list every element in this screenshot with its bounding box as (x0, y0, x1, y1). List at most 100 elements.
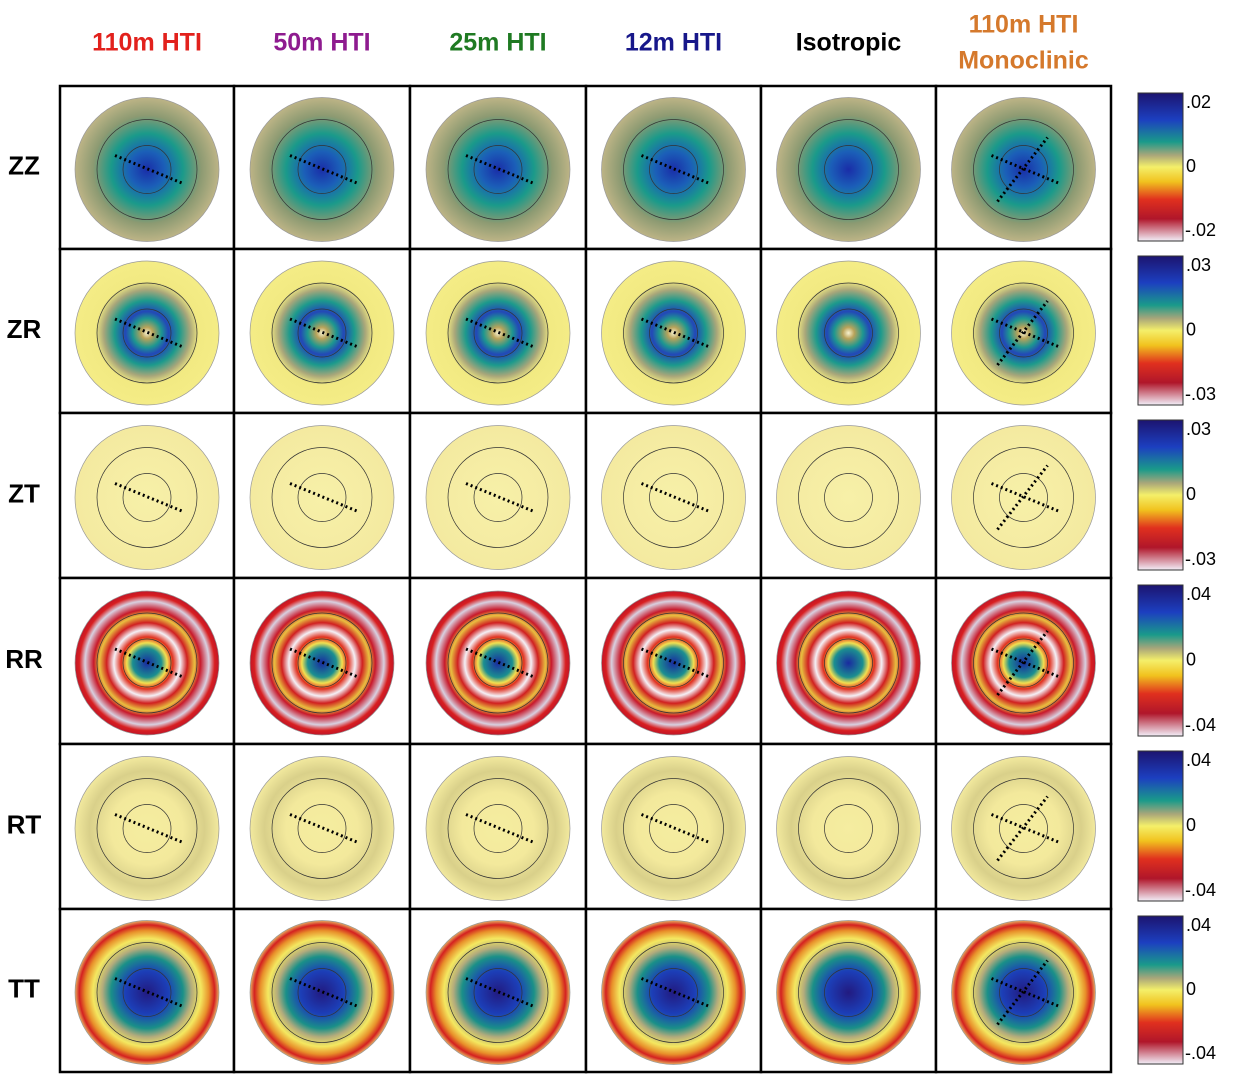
profile-line (289, 813, 359, 844)
contour (973, 942, 1074, 1043)
panel (232, 411, 412, 580)
contour (798, 282, 899, 384)
profile-line (465, 977, 535, 1008)
profile-line (465, 813, 535, 844)
contour (271, 282, 373, 384)
wavefield-disc (776, 97, 921, 242)
contour (96, 447, 198, 548)
colorbar-tick-label: -.04 (1185, 715, 1216, 735)
contour (473, 145, 523, 194)
profile-line (465, 154, 535, 185)
wavefield-disc (601, 756, 746, 901)
panel (934, 411, 1113, 580)
panel (584, 742, 763, 911)
contour (973, 778, 1074, 879)
contour (623, 942, 724, 1043)
column-header: 110m HTI (92, 29, 202, 57)
wavefield-disc (74, 260, 220, 406)
contour (824, 145, 873, 194)
profile-line (990, 647, 1061, 679)
wavefield-disc (776, 756, 921, 901)
contour (122, 968, 172, 1017)
contour (798, 942, 899, 1043)
colorbar (1137, 584, 1184, 737)
profile-line (990, 317, 1061, 349)
contour (473, 804, 523, 853)
contour (447, 119, 549, 220)
panel (232, 907, 412, 1074)
profile-line (996, 136, 1049, 203)
contour (122, 473, 172, 522)
panel (584, 576, 763, 746)
profile-line (640, 317, 711, 349)
colorbar-tick-label: -.03 (1185, 549, 1216, 569)
profile-line (114, 647, 184, 679)
panel (58, 742, 236, 911)
colorbar-tick-label: .02 (1186, 92, 1211, 112)
column-header: 110m HTI (969, 11, 1079, 39)
wavefield-disc (776, 590, 921, 736)
panel (408, 411, 588, 580)
contour (824, 968, 873, 1017)
profile-line (996, 630, 1049, 696)
contour (297, 968, 347, 1017)
contour (447, 778, 549, 879)
profile-line (990, 977, 1061, 1008)
wavefield-disc (425, 260, 571, 406)
colorbar-tick-label: .04 (1186, 584, 1211, 604)
wavefield-disc (74, 756, 220, 901)
panel (408, 247, 588, 415)
colorbar-tick-label: 0 (1186, 484, 1196, 504)
profile-line (990, 813, 1061, 844)
contour (96, 282, 198, 384)
colorbar (1137, 915, 1184, 1065)
panel (934, 576, 1113, 746)
wavefield-disc (425, 590, 571, 736)
panel (759, 742, 938, 911)
wavefield-disc (776, 920, 921, 1065)
contour (999, 638, 1048, 688)
wavefield-disc (776, 260, 921, 406)
contour (473, 308, 523, 358)
profile-line (289, 154, 359, 185)
panel (232, 84, 412, 251)
colorbar (1137, 92, 1184, 242)
profile-line (465, 647, 535, 679)
contour (623, 612, 724, 714)
profile-line (114, 977, 184, 1008)
colorbar-tick-label: 0 (1186, 815, 1196, 835)
colorbar-tick-label: .03 (1186, 419, 1211, 439)
colorbar-tick-label: 0 (1186, 649, 1196, 669)
wavefield-disc (74, 590, 220, 736)
panel (934, 84, 1113, 251)
contour (623, 282, 724, 384)
contour (973, 447, 1074, 548)
colorbar-tick-label: -.04 (1185, 1043, 1216, 1063)
contour (649, 308, 698, 358)
row-label: TT (8, 973, 40, 1003)
profile-line (996, 795, 1049, 862)
profile-line (114, 154, 184, 185)
wavefield-disc (249, 920, 395, 1065)
wavefield-disc (249, 590, 395, 736)
contour (447, 282, 549, 384)
contour (824, 638, 873, 688)
wavefield-disc (249, 97, 395, 242)
contour (447, 612, 549, 714)
contour (649, 145, 698, 194)
row-label: RR (5, 644, 43, 674)
wavefield-disc (425, 920, 571, 1065)
contour (973, 119, 1074, 220)
contour (297, 308, 347, 358)
colorbar-tick-label: -.02 (1185, 220, 1216, 240)
colorbar-tick-label: .03 (1186, 255, 1211, 275)
wavefield-disc (601, 97, 746, 242)
contour (96, 612, 198, 714)
contour (649, 473, 698, 522)
contour (271, 942, 373, 1043)
panel (408, 742, 588, 911)
panel (584, 84, 763, 251)
column-header: Isotropic (796, 29, 902, 57)
contour (973, 612, 1074, 714)
